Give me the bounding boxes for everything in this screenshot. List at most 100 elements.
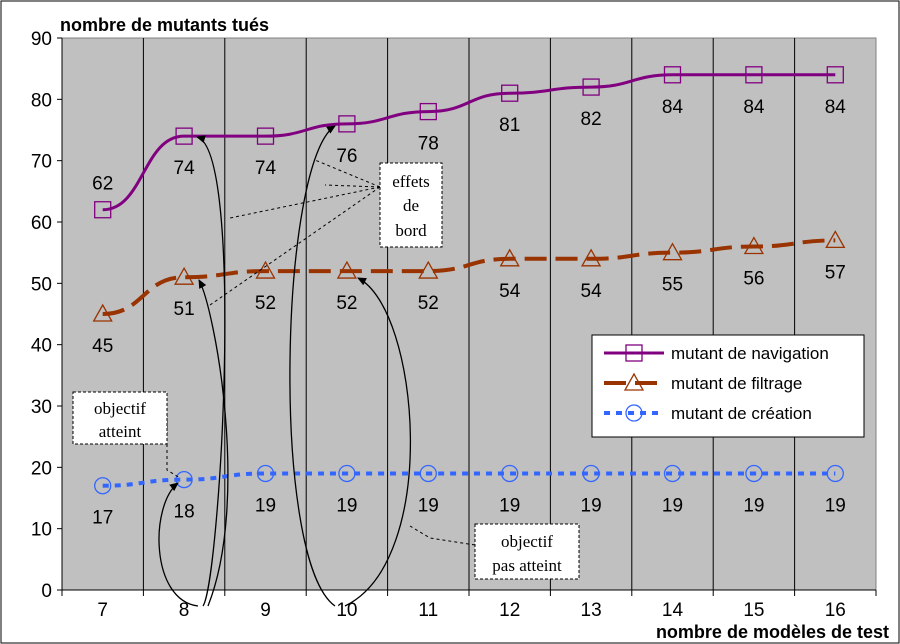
legend-label: mutant de filtrage [671,374,802,393]
data-label: 18 [174,502,195,523]
triangle-marker [825,230,846,249]
triangle-marker [623,372,645,391]
x-tick-label: 13 [581,600,602,621]
y-tick-label: 10 [31,520,52,541]
series [92,66,846,495]
square-marker [501,84,519,102]
y-tick-label: 60 [31,213,52,234]
data-label: 19 [825,495,846,516]
y-tick-label: 50 [31,274,52,295]
data-label: 76 [336,146,357,167]
circle-marker [419,464,437,483]
x-tick-label: 10 [336,600,357,621]
data-label: 82 [581,109,602,130]
data-label: 19 [255,495,276,516]
square-marker [175,127,193,145]
annotation-line: pas atteint [492,556,562,575]
data-label: 19 [743,495,764,516]
triangle-marker [418,260,439,279]
x-tick-label: 16 [825,600,846,621]
y-tick-label: 90 [31,29,52,50]
annotation-line: effets [392,172,429,191]
data-label: 19 [662,495,683,516]
legend-item-1: mutant de filtrage [604,372,802,393]
series-1 [92,230,846,322]
y-tick-label: 20 [31,458,52,479]
legend: mutant de navigation mutant de filtrage mu… [591,334,865,438]
data-label: 55 [662,275,683,296]
data-label: 57 [825,262,846,283]
data-label: 74 [255,158,277,179]
x-axis-label: nombre de modèles de test [656,622,889,642]
data-label: 84 [743,97,765,118]
x-tick-label: 8 [179,600,190,621]
triangle-marker [580,248,602,267]
y-tick-label: 40 [31,336,52,357]
legend-item-2: mutant de création [604,404,812,423]
series-2 [94,464,844,495]
triangle-marker [92,303,113,322]
circle-marker [745,464,763,483]
circle-marker [826,464,844,483]
triangle-marker [743,236,765,255]
circle-marker [582,464,600,483]
square-marker [582,78,600,96]
annotation-effets-de-bord: effets de bord [379,162,443,248]
series-line [102,238,836,316]
data-label: 52 [336,293,357,314]
data-label: 19 [418,495,439,516]
y-tick-label: 30 [31,397,52,418]
series-line [102,73,836,212]
triangle-marker [173,266,195,285]
square-marker [94,201,112,219]
circle-marker [94,477,112,495]
annotation-line: atteint [99,422,142,441]
annotation-line: bord [395,221,427,240]
y-tick-label: 0 [41,581,52,602]
legend-label: mutant de navigation [671,344,829,363]
legend-label: mutant de création [671,404,812,423]
y-axis-label: nombre de mutants tués [60,15,269,35]
circle-marker [501,464,519,483]
x-tick-label: 15 [743,600,764,621]
data-label: 84 [662,97,684,118]
y-tick-labels: 0 10 20 30 40 50 60 70 80 90 [31,29,62,602]
circle-marker [338,464,356,483]
y-tick-label: 80 [31,90,52,111]
circle-marker [625,404,643,422]
data-label: 54 [499,281,521,302]
data-label: 51 [174,299,195,320]
data-label: 84 [825,97,847,118]
y-tick-label: 70 [31,152,52,173]
data-label: 56 [743,269,764,290]
annotation-objectif-atteint: objectif atteint [72,391,168,445]
data-label: 74 [174,158,196,179]
annotation-line: objectif [94,399,146,418]
square-marker [419,102,437,121]
data-label: 19 [499,495,520,516]
square-marker [625,344,643,362]
square-marker [338,115,356,133]
legend-item-0: mutant de navigation [604,344,829,363]
square-marker [256,127,275,145]
data-label: 52 [255,293,276,314]
series-line [102,471,836,488]
data-label: 19 [336,495,357,516]
data-label: 54 [581,281,603,302]
data-labels: 62 74 74 76 78 81 82 84 84 84 45 51 52 52 52 54 54 55 56 57… [92,97,846,529]
x-tick-label: 14 [662,600,684,621]
triangle-marker [499,248,520,267]
data-label: 81 [499,115,520,136]
x-tick-label: 9 [260,600,271,621]
square-marker [826,66,844,84]
x-tick-label: 11 [418,600,438,621]
data-label: 62 [92,174,113,195]
triangle-marker [662,242,683,261]
circle-marker [663,464,682,483]
data-label: 19 [581,495,602,516]
circle-marker [256,464,275,483]
x-tick-label: 7 [97,600,108,621]
square-marker [745,66,763,84]
